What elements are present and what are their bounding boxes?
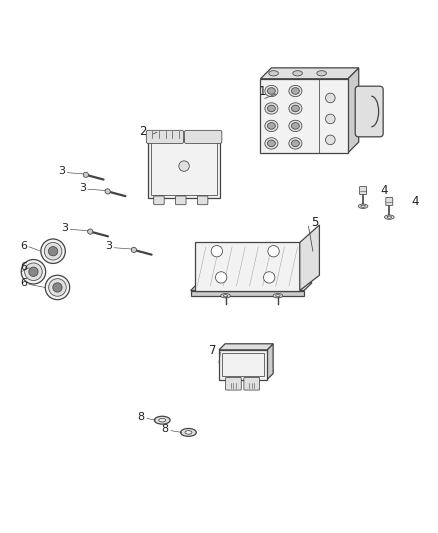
Ellipse shape xyxy=(265,103,278,114)
Text: 1: 1 xyxy=(259,85,266,99)
Text: 6: 6 xyxy=(20,240,27,251)
Ellipse shape xyxy=(265,120,278,132)
Ellipse shape xyxy=(289,85,302,96)
FancyBboxPatch shape xyxy=(244,377,260,390)
Text: 7: 7 xyxy=(209,344,217,357)
Ellipse shape xyxy=(289,120,302,132)
Bar xyxy=(261,79,348,153)
Circle shape xyxy=(268,246,279,257)
Circle shape xyxy=(325,93,335,103)
Ellipse shape xyxy=(387,216,392,218)
Ellipse shape xyxy=(291,123,299,129)
Polygon shape xyxy=(195,243,300,290)
FancyBboxPatch shape xyxy=(154,196,164,205)
Text: 8: 8 xyxy=(162,424,169,434)
Ellipse shape xyxy=(268,140,276,147)
Ellipse shape xyxy=(221,294,230,298)
Ellipse shape xyxy=(154,416,170,424)
FancyBboxPatch shape xyxy=(184,131,222,143)
Ellipse shape xyxy=(273,294,283,298)
Text: 4: 4 xyxy=(411,196,419,208)
Circle shape xyxy=(53,283,62,292)
Ellipse shape xyxy=(289,103,302,114)
Polygon shape xyxy=(191,282,312,290)
Text: 3: 3 xyxy=(79,183,86,193)
Text: 3: 3 xyxy=(61,223,68,233)
Polygon shape xyxy=(219,344,273,350)
Circle shape xyxy=(21,260,46,284)
Circle shape xyxy=(49,247,58,256)
Circle shape xyxy=(325,135,335,144)
Circle shape xyxy=(44,243,62,260)
Ellipse shape xyxy=(180,429,196,437)
Circle shape xyxy=(88,229,93,234)
Bar xyxy=(191,290,304,296)
Text: 3: 3 xyxy=(58,166,65,176)
Circle shape xyxy=(179,161,189,171)
FancyBboxPatch shape xyxy=(355,86,383,137)
Ellipse shape xyxy=(223,295,228,297)
Circle shape xyxy=(215,272,227,283)
Text: 8: 8 xyxy=(138,412,145,422)
Circle shape xyxy=(29,267,38,277)
Circle shape xyxy=(325,114,335,124)
Ellipse shape xyxy=(265,138,278,149)
Circle shape xyxy=(105,189,110,194)
Ellipse shape xyxy=(185,431,192,434)
Ellipse shape xyxy=(358,204,368,208)
Circle shape xyxy=(131,247,137,253)
Ellipse shape xyxy=(276,295,280,297)
FancyBboxPatch shape xyxy=(226,377,241,390)
Text: 6: 6 xyxy=(20,278,27,288)
Text: 6: 6 xyxy=(20,262,27,271)
FancyBboxPatch shape xyxy=(386,198,393,205)
Bar xyxy=(151,141,218,195)
Ellipse shape xyxy=(385,215,394,220)
Ellipse shape xyxy=(289,138,302,149)
Ellipse shape xyxy=(291,88,299,94)
Circle shape xyxy=(211,246,223,257)
Ellipse shape xyxy=(268,123,276,129)
Bar xyxy=(223,353,264,376)
Ellipse shape xyxy=(361,205,365,207)
Bar xyxy=(148,139,220,198)
FancyBboxPatch shape xyxy=(198,196,208,205)
Circle shape xyxy=(83,172,88,177)
Ellipse shape xyxy=(159,418,166,422)
Ellipse shape xyxy=(268,88,276,94)
Polygon shape xyxy=(300,225,319,290)
Text: 3: 3 xyxy=(105,241,112,252)
Circle shape xyxy=(264,272,275,283)
Circle shape xyxy=(25,263,42,280)
Polygon shape xyxy=(267,344,273,379)
Circle shape xyxy=(45,275,70,300)
Ellipse shape xyxy=(268,105,276,112)
Ellipse shape xyxy=(291,140,299,147)
Ellipse shape xyxy=(265,85,278,96)
Ellipse shape xyxy=(291,105,299,112)
Bar xyxy=(219,350,267,379)
Text: 4: 4 xyxy=(381,183,388,197)
Text: 2: 2 xyxy=(139,125,146,138)
Polygon shape xyxy=(348,68,359,153)
Ellipse shape xyxy=(293,71,302,76)
FancyBboxPatch shape xyxy=(360,187,367,195)
FancyBboxPatch shape xyxy=(176,196,186,205)
Circle shape xyxy=(49,279,66,296)
Ellipse shape xyxy=(269,71,279,76)
FancyBboxPatch shape xyxy=(146,131,184,143)
Text: 5: 5 xyxy=(311,216,319,229)
Circle shape xyxy=(41,239,65,263)
Ellipse shape xyxy=(317,71,326,76)
Polygon shape xyxy=(261,68,359,79)
